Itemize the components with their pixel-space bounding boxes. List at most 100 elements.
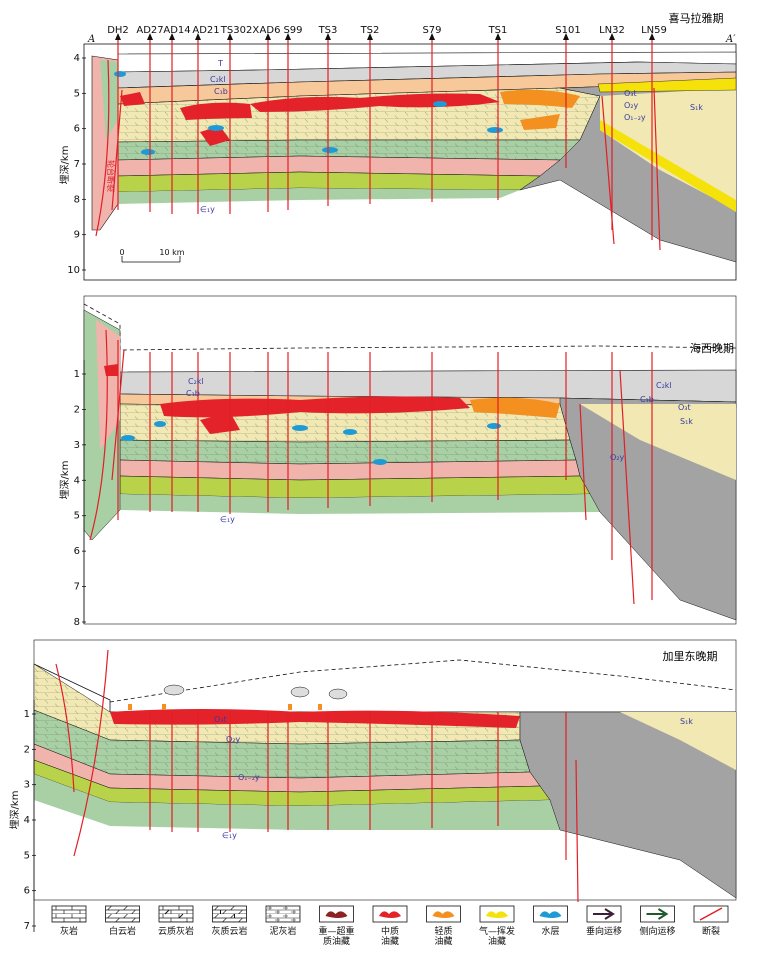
well-label-TS1: TS1	[488, 25, 508, 36]
legend-label-water-layer: 水层	[541, 925, 559, 937]
well-label-AD14: AD14	[163, 25, 190, 36]
legend-label-light-oil: 轻质	[434, 925, 452, 937]
p2-label-C1b-right: C₁b	[640, 395, 654, 404]
legend-swatch-water-layer	[533, 905, 568, 923]
well-label-DH2: DH2	[107, 25, 129, 36]
legend-label-medium-oil: 中质	[381, 925, 399, 937]
legend-label-limy-dolomite: 灰质云岩	[211, 925, 247, 937]
depth-tick-3-1: 1	[24, 709, 30, 720]
p2-label-O3t: O₃t	[678, 403, 691, 412]
depth-tick-2-3: 3	[74, 440, 80, 451]
depth-tick-3-4: 4	[24, 815, 30, 826]
legend-label-lateral-migration: 侧向运移	[639, 925, 675, 937]
depth-tick-2-6: 6	[74, 546, 80, 557]
panel-2-water	[121, 421, 501, 465]
depth-label-panel-2: 埋深/km	[59, 461, 71, 500]
depth-tick-1-9: 9	[74, 230, 80, 241]
legend-label-fault: 断裂	[702, 925, 720, 937]
well-label-AD27: AD27	[136, 25, 163, 36]
depth-tick-2-4: 4	[74, 475, 80, 486]
depth-tick-1-8: 8	[74, 194, 80, 205]
legend-swatch-vertical-migration	[586, 905, 622, 923]
panel-late-hercynian: C₂kl C₁b C₂kl C₁b O₃t S₁k O₂y ∈₁y 海西晚期 埋…	[59, 295, 737, 628]
legend-swatch-heavy-oil	[319, 905, 354, 923]
panel-2-depth-axis: 埋深/km 1 2 3 4 5 6 7 8	[59, 360, 86, 628]
well-label-TS2: TS2	[360, 25, 380, 36]
legend-item-dolomitic-limestone: 云质灰岩	[158, 905, 194, 937]
depth-tick-1-10: 10	[67, 265, 80, 276]
panel-2-light-oil	[470, 397, 560, 418]
well-label-LN59: LN59	[641, 25, 667, 36]
p3-label-O12y: O₁₋₂y	[238, 773, 260, 782]
depth-tick-3-6: 6	[24, 886, 30, 897]
panel-3-strata-labels: O₃t O₂y O₁₋₂y S₁k ∈₁y	[214, 715, 693, 840]
depth-tick-3-2: 2	[24, 744, 30, 755]
panel-1-title: 喜马拉雅期	[669, 11, 724, 25]
depth-tick-2-5: 5	[74, 511, 80, 522]
scale-bar-start: 0	[119, 248, 124, 257]
panel-3-wells	[149, 712, 567, 860]
well-label-S99: S99	[283, 25, 302, 36]
panel-2-title: 海西晚期	[690, 341, 734, 355]
depth-tick-2-2: 2	[74, 404, 80, 415]
well-label-AD6: AD6	[260, 25, 281, 36]
depth-tick-2-8: 8	[74, 617, 80, 628]
p2-label-S1k: S₁k	[680, 417, 693, 426]
depth-tick-1-6: 6	[74, 124, 80, 135]
legend-swatch-medium-oil	[372, 905, 408, 923]
panel-himalayan: DH2 AD27 AD14 AD21 TS302X AD6 S99 TS3 TS…	[59, 11, 737, 281]
legend-swatch-marl	[265, 905, 301, 923]
p3-label-Cy: ∈₁y	[222, 831, 237, 840]
label-C1b: C₁b	[214, 87, 228, 96]
panel-1-strata-labels: T C₂kl C₁b O₃t O₂y O₁₋₂y S₁k ∈₁y	[200, 59, 703, 214]
legend-swatch-limestone	[51, 905, 87, 923]
legend-item-vertical-migration: 垂向运移	[586, 905, 622, 937]
panel-3-title: 加里东晚期	[663, 650, 718, 663]
legend-swatch-light-oil	[426, 905, 461, 923]
panel-1-depth-axis: 埋深/km 4 5 6 7 8 9 10	[59, 53, 86, 276]
well-label-S101: S101	[555, 25, 580, 36]
legend: 灰岩 白云岩 云质灰岩 灰质云岩 泥灰岩 重—超重质油藏中质油藏轻质油藏气—挥发油藏水层垂…	[51, 905, 729, 947]
p3-label-O3t: O₃t	[214, 715, 227, 724]
section-start-A: A	[87, 34, 95, 45]
panel-late-caledonian: O₃t O₂y O₁₋₂y S₁k ∈₁y 加里东晚期 埋深/km 1 2 3 4 5 6…	[9, 639, 737, 932]
label-Cy: ∈₁y	[200, 205, 215, 214]
legend-swatch-dolomite	[105, 905, 140, 923]
p2-label-Cy: ∈₁y	[220, 515, 235, 524]
label-T: T	[217, 59, 223, 68]
label-C2kl: C₂kl	[210, 75, 226, 84]
panel-3-medium-oil	[110, 709, 520, 728]
well-label-S79: S79	[422, 25, 441, 36]
legend-item-fault: 断裂	[693, 905, 729, 937]
p3-label-O2y: O₂y	[226, 735, 241, 744]
depth-tick-2-7: 7	[74, 582, 80, 593]
depth-tick-1-4: 4	[74, 53, 80, 64]
depth-tick-2-1: 1	[74, 369, 80, 380]
scale-bar: 0 10 km	[119, 248, 185, 263]
legend-label-gas-volatile: 气—挥发	[479, 925, 515, 937]
legend-label-medium-oil: 油藏	[381, 935, 399, 947]
depth-tick-1-5: 5	[74, 88, 80, 99]
p2-label-C2kl-right: C₂kl	[656, 381, 672, 390]
fault-note-luntai: 轮台断裂	[106, 160, 116, 192]
panel-2-faults	[89, 329, 635, 605]
legend-label-heavy-oil: 质油藏	[323, 935, 350, 947]
panel-1-light-oil	[500, 89, 580, 130]
legend-item-limestone: 灰岩	[51, 905, 87, 937]
p3-label-S1k: S₁k	[680, 717, 693, 726]
well-label-LN32: LN32	[599, 25, 625, 36]
legend-label-marl: 泥灰岩	[269, 925, 296, 937]
depth-tick-3-7: 7	[24, 921, 30, 932]
panel-1-water	[114, 71, 503, 155]
panel-3-seepage	[128, 704, 322, 710]
legend-label-light-oil: 油藏	[434, 935, 452, 947]
legend-label-vertical-migration: 垂向运移	[586, 925, 622, 937]
p2-label-C2kl: C₂kl	[188, 377, 204, 386]
well-label-TS3: TS3	[318, 25, 338, 36]
legend-item-dolomite: 白云岩	[105, 905, 140, 937]
label-O3t-right: O₃t	[624, 89, 637, 98]
legend-label-dolomitic-limestone: 云质灰岩	[158, 925, 194, 937]
